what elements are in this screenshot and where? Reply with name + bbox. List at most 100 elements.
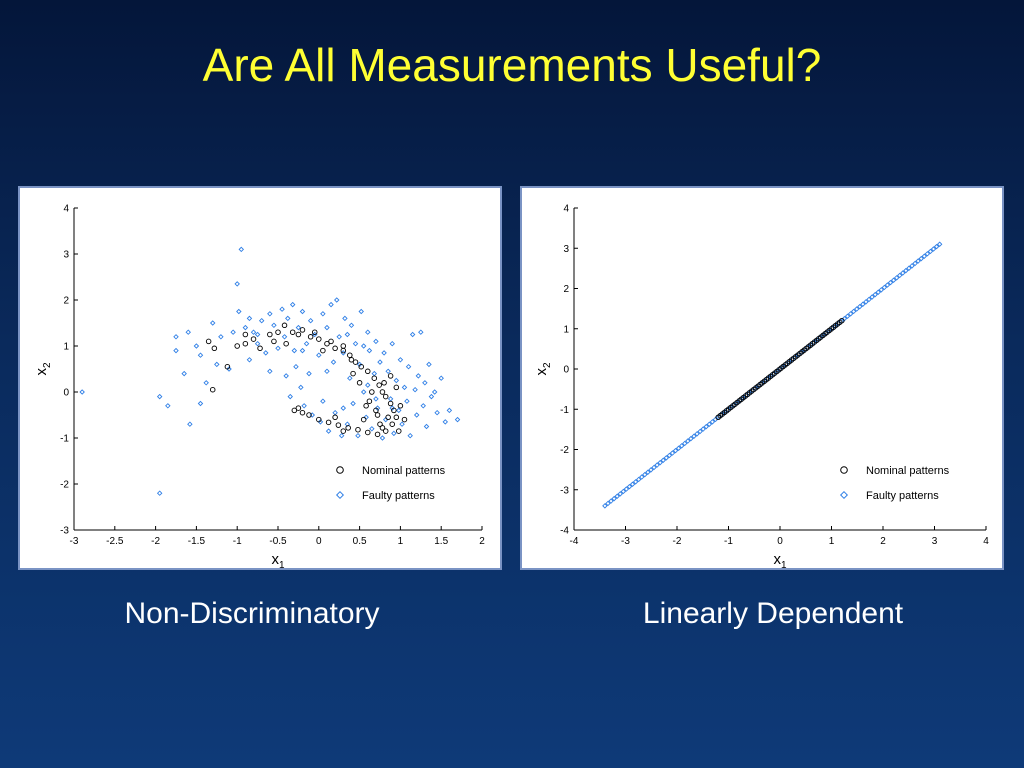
faulty-point — [279, 306, 285, 312]
nominal-point — [356, 380, 363, 386]
x-tick-label: -1 — [724, 536, 733, 547]
faulty-point — [906, 265, 912, 271]
nominal-point — [242, 331, 249, 338]
faulty-point — [347, 375, 353, 381]
nominal-point — [396, 428, 402, 434]
nominal-point — [299, 409, 306, 416]
faulty-point — [373, 396, 379, 402]
x-tick-label: -1.5 — [188, 536, 206, 547]
nominal-point — [350, 370, 356, 377]
faulty-point — [156, 490, 163, 496]
legend-faulty-marker — [839, 490, 849, 500]
faulty-point — [694, 431, 700, 437]
faulty-point — [156, 393, 163, 400]
nominal-point — [373, 407, 379, 414]
faulty-point — [611, 495, 617, 502]
faulty-point — [342, 315, 348, 322]
nominal-point — [242, 340, 249, 347]
faulty-point — [869, 294, 875, 300]
nominal-point — [374, 412, 381, 418]
faulty-point — [626, 483, 633, 490]
faulty-point — [291, 347, 298, 354]
faulty-point — [328, 301, 334, 308]
faulty-point — [890, 277, 897, 283]
legend-nominal-marker — [336, 466, 344, 474]
faulty-point — [608, 498, 614, 504]
y-tick-label: -4 — [560, 526, 569, 537]
y-tick-label: 1 — [63, 342, 69, 353]
faulty-point — [238, 246, 245, 253]
nominal-point — [347, 352, 353, 358]
faulty-point — [301, 403, 307, 409]
faulty-point — [412, 386, 418, 393]
x-tick-label: 0.5 — [353, 536, 367, 547]
scatter-points — [602, 241, 943, 509]
legend-faulty-marker — [335, 490, 345, 500]
faulty-point — [242, 324, 249, 331]
nominal-point — [385, 414, 391, 421]
faulty-point — [682, 440, 688, 447]
faulty-point — [317, 419, 324, 425]
faulty-point — [896, 272, 903, 279]
nominal-point — [365, 368, 371, 375]
chart-panel-left: -3 -2.5 -2 -1.5 -1 -0.5 0 0.5 1 1.5 2 -3 -2 -1 0 1 2 3 4 x1… — [18, 186, 502, 570]
faulty-point — [226, 366, 232, 372]
faulty-point — [214, 361, 220, 368]
faulty-point — [298, 384, 304, 391]
faulty-point — [666, 452, 673, 459]
faulty-point — [915, 258, 921, 264]
x-tick-label: 0 — [316, 536, 322, 547]
faulty-point — [709, 419, 716, 425]
faulty-point — [405, 363, 412, 370]
faulty-point — [344, 331, 351, 338]
faulty-point — [324, 368, 330, 375]
faulty-point — [893, 275, 900, 281]
y-axis-label: x2 — [33, 362, 53, 376]
faulty-point — [396, 407, 402, 414]
faulty-point — [442, 419, 449, 425]
faulty-point — [340, 405, 347, 411]
faulty-point — [355, 432, 361, 439]
faulty-point — [418, 329, 424, 335]
caption-non-discriminatory: Non-Discriminatory — [124, 597, 380, 630]
nominal-point — [295, 331, 302, 338]
nominal-point — [325, 419, 332, 426]
faulty-point — [844, 313, 851, 319]
faulty-point — [374, 405, 381, 411]
faulty-point — [181, 370, 187, 377]
nominal-point — [376, 382, 382, 388]
faulty-point — [263, 350, 269, 356]
nominal-point — [365, 429, 371, 436]
faulty-point — [866, 296, 872, 303]
faulty-point — [602, 503, 608, 509]
faulty-point — [387, 396, 394, 402]
nominal-point — [381, 380, 387, 386]
faulty-point — [678, 443, 685, 449]
y-tick-label: -2 — [560, 445, 569, 456]
faulty-point — [936, 241, 943, 247]
faulty-point — [197, 352, 204, 358]
nominal-point — [224, 363, 231, 370]
faulty-point — [927, 248, 934, 255]
legend-label: Nominal patterns — [362, 465, 446, 477]
faulty-point — [847, 311, 854, 317]
x-tick-label: -1 — [233, 536, 242, 547]
faulty-point — [617, 491, 623, 497]
faulty-point — [271, 322, 277, 329]
nominal-point — [281, 322, 288, 329]
faulty-point — [283, 373, 289, 379]
faulty-point — [289, 301, 296, 308]
faulty-point — [669, 450, 676, 456]
scatter-points — [79, 246, 461, 496]
nominal-point — [324, 340, 330, 347]
faulty-point — [632, 479, 639, 485]
faulty-point — [881, 284, 888, 291]
nominal-point — [352, 359, 359, 365]
nominal-point — [393, 384, 400, 391]
nominal-point — [306, 412, 312, 418]
nominal-point — [340, 343, 347, 349]
y-tick-label: 0 — [563, 365, 569, 376]
faulty-point — [900, 270, 906, 276]
faulty-point — [921, 253, 928, 259]
nominal-point — [335, 422, 342, 428]
